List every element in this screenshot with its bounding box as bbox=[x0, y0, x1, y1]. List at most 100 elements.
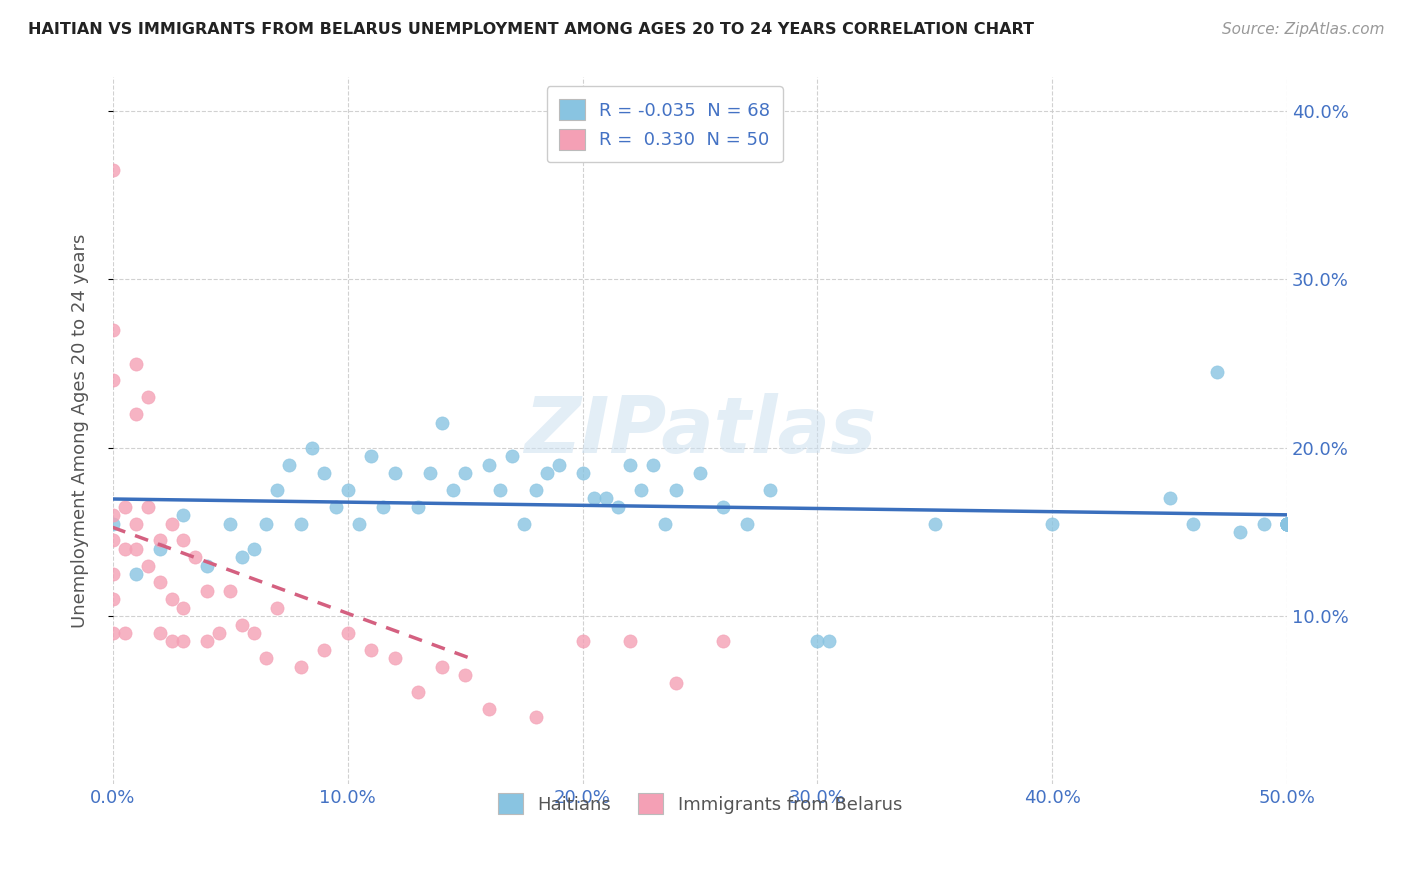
Point bbox=[172, 533, 194, 548]
Point bbox=[1229, 524, 1251, 539]
Point bbox=[430, 416, 453, 430]
Point bbox=[114, 541, 136, 556]
Point bbox=[136, 390, 159, 404]
Point bbox=[136, 500, 159, 514]
Point bbox=[1182, 516, 1205, 531]
Point bbox=[759, 483, 782, 497]
Point bbox=[1275, 516, 1298, 531]
Point bbox=[172, 634, 194, 648]
Point bbox=[242, 541, 264, 556]
Point bbox=[454, 668, 477, 682]
Point bbox=[254, 651, 277, 665]
Point bbox=[149, 533, 172, 548]
Point bbox=[513, 516, 536, 531]
Point bbox=[336, 483, 359, 497]
Point bbox=[266, 600, 288, 615]
Point bbox=[231, 617, 253, 632]
Point bbox=[1253, 516, 1275, 531]
Point bbox=[665, 483, 688, 497]
Point bbox=[478, 701, 501, 715]
Point bbox=[125, 541, 148, 556]
Point bbox=[266, 483, 288, 497]
Point bbox=[630, 483, 652, 497]
Point bbox=[654, 516, 676, 531]
Point bbox=[384, 466, 406, 480]
Point bbox=[219, 516, 242, 531]
Point bbox=[101, 508, 124, 522]
Point bbox=[1275, 516, 1298, 531]
Point bbox=[419, 466, 441, 480]
Point bbox=[606, 500, 628, 514]
Point bbox=[1275, 516, 1298, 531]
Point bbox=[114, 626, 136, 640]
Point bbox=[619, 634, 641, 648]
Point bbox=[360, 449, 382, 463]
Point bbox=[254, 516, 277, 531]
Point bbox=[101, 626, 124, 640]
Point bbox=[501, 449, 523, 463]
Point bbox=[1275, 516, 1298, 531]
Point bbox=[336, 626, 359, 640]
Point bbox=[641, 458, 664, 472]
Point bbox=[149, 626, 172, 640]
Point bbox=[125, 407, 148, 421]
Point bbox=[524, 710, 547, 724]
Point bbox=[571, 634, 593, 648]
Point bbox=[1159, 491, 1181, 506]
Point bbox=[195, 634, 218, 648]
Point bbox=[349, 516, 371, 531]
Text: HAITIAN VS IMMIGRANTS FROM BELARUS UNEMPLOYMENT AMONG AGES 20 TO 24 YEARS CORREL: HAITIAN VS IMMIGRANTS FROM BELARUS UNEMP… bbox=[28, 22, 1035, 37]
Point bbox=[290, 516, 312, 531]
Point bbox=[136, 558, 159, 573]
Point bbox=[207, 626, 229, 640]
Point bbox=[172, 600, 194, 615]
Point bbox=[441, 483, 464, 497]
Point bbox=[454, 466, 477, 480]
Point bbox=[314, 642, 336, 657]
Point bbox=[149, 575, 172, 590]
Point bbox=[242, 626, 264, 640]
Point bbox=[278, 458, 301, 472]
Point bbox=[583, 491, 606, 506]
Point bbox=[101, 373, 124, 387]
Point bbox=[713, 500, 735, 514]
Point bbox=[160, 634, 183, 648]
Point bbox=[314, 466, 336, 480]
Point bbox=[101, 533, 124, 548]
Point bbox=[101, 516, 124, 531]
Point bbox=[1275, 516, 1298, 531]
Text: Source: ZipAtlas.com: Source: ZipAtlas.com bbox=[1222, 22, 1385, 37]
Point bbox=[1275, 516, 1298, 531]
Point bbox=[101, 323, 124, 337]
Point bbox=[360, 642, 382, 657]
Point bbox=[1205, 365, 1227, 379]
Point bbox=[619, 458, 641, 472]
Point bbox=[125, 516, 148, 531]
Point bbox=[735, 516, 758, 531]
Point bbox=[818, 634, 841, 648]
Point bbox=[924, 516, 946, 531]
Point bbox=[195, 583, 218, 598]
Point bbox=[160, 592, 183, 607]
Point bbox=[1275, 516, 1298, 531]
Point bbox=[219, 583, 242, 598]
Point bbox=[172, 508, 194, 522]
Point bbox=[1275, 516, 1298, 531]
Point bbox=[101, 567, 124, 582]
Point bbox=[384, 651, 406, 665]
Point bbox=[1275, 516, 1298, 531]
Point bbox=[1275, 516, 1298, 531]
Point bbox=[524, 483, 547, 497]
Point bbox=[536, 466, 558, 480]
Point bbox=[548, 458, 571, 472]
Point bbox=[478, 458, 501, 472]
Point bbox=[571, 466, 593, 480]
Point bbox=[806, 634, 828, 648]
Point bbox=[125, 567, 148, 582]
Point bbox=[430, 659, 453, 673]
Y-axis label: Unemployment Among Ages 20 to 24 years: Unemployment Among Ages 20 to 24 years bbox=[72, 234, 89, 628]
Point bbox=[1275, 516, 1298, 531]
Point bbox=[1275, 516, 1298, 531]
Point bbox=[371, 500, 394, 514]
Point bbox=[489, 483, 512, 497]
